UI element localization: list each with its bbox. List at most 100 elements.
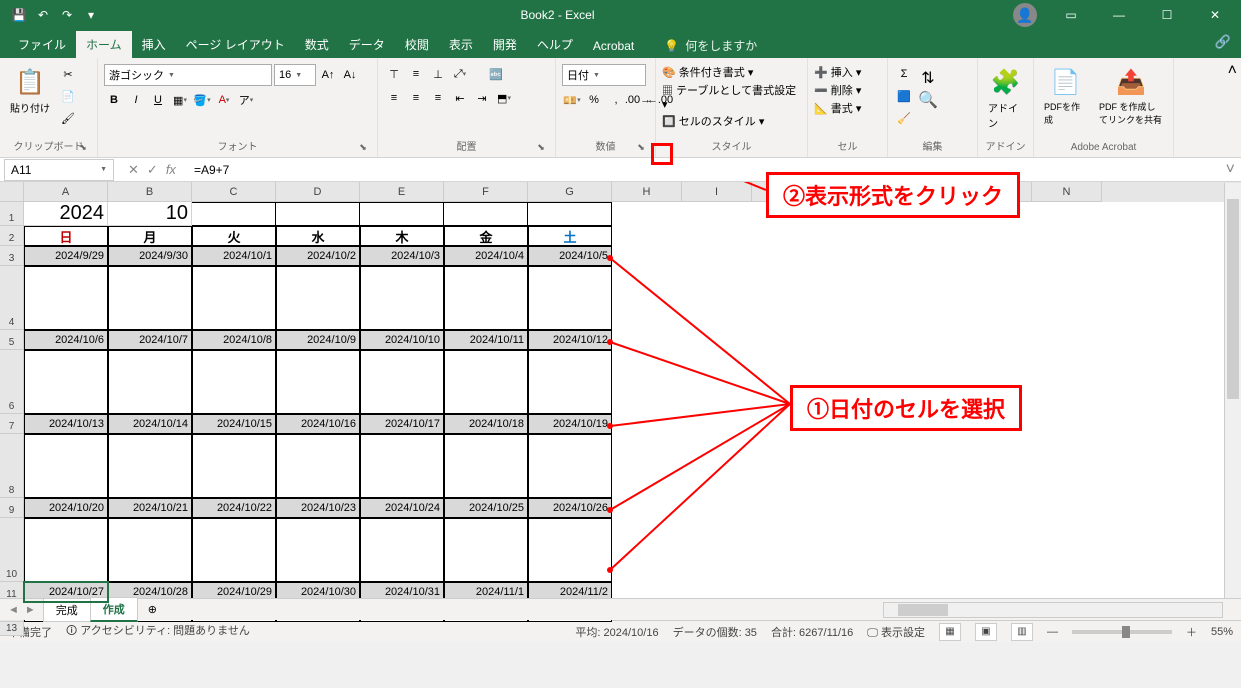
pdf-share-button[interactable]: 📤PDF を作成してリンクを共有 (1095, 64, 1167, 128)
indent-inc-icon[interactable]: ⇥ (472, 88, 492, 108)
font-size-combo[interactable]: 16▼ (274, 64, 316, 86)
cell-C4[interactable] (192, 266, 276, 330)
cell-D2[interactable]: 水 (276, 226, 360, 246)
clear-icon[interactable]: 🧹 (894, 108, 914, 128)
cell-A9[interactable]: 2024/10/20 (24, 498, 108, 518)
pdf-create-button[interactable]: 📄PDFを作成 (1040, 64, 1091, 128)
cell-E5[interactable]: 2024/10/10 (360, 330, 444, 350)
row-head-9[interactable]: 9 (0, 498, 24, 518)
merge-icon[interactable]: ⬒▾ (494, 88, 514, 108)
format-painter-icon[interactable]: 🖌 (58, 108, 78, 128)
number-launcher-icon[interactable]: ⬊ (635, 141, 647, 153)
ribbon-options-icon[interactable]: ▭ (1049, 0, 1093, 30)
bold-button[interactable]: B (104, 90, 124, 110)
row-head-8[interactable]: 8 (0, 434, 24, 498)
share-button[interactable]: 🔗 (1215, 34, 1231, 50)
sheet-tab-done[interactable]: 完成 (43, 598, 91, 622)
cell-B3[interactable]: 2024/9/30 (108, 246, 192, 266)
cell-D7[interactable]: 2024/10/16 (276, 414, 360, 434)
cell-D4[interactable] (276, 266, 360, 330)
close-icon[interactable]: ✕ (1193, 0, 1237, 30)
cell-B1[interactable]: 10 (108, 202, 192, 226)
tell-me[interactable]: 💡何をしますか (656, 33, 765, 58)
cell-A2[interactable]: 日 (24, 226, 108, 246)
orientation-icon[interactable]: ⤢▾ (450, 64, 470, 84)
cell-G2[interactable]: 土 (528, 226, 612, 246)
cell-B9[interactable]: 2024/10/21 (108, 498, 192, 518)
autosum-icon[interactable]: Σ (894, 64, 914, 84)
select-all-corner[interactable] (0, 182, 24, 202)
cell-D8[interactable] (276, 434, 360, 498)
cell-A1[interactable]: 2024 (24, 202, 108, 226)
inc-decimal-icon[interactable]: .00→ (628, 90, 648, 110)
cell-D6[interactable] (276, 350, 360, 414)
cell-F8[interactable] (444, 434, 528, 498)
percent-icon[interactable]: % (584, 90, 604, 110)
wrap-text-icon[interactable]: 🔤 (486, 64, 506, 84)
cell-G3[interactable]: 2024/10/5 (528, 246, 612, 266)
cell-D5[interactable]: 2024/10/9 (276, 330, 360, 350)
cell-C7[interactable]: 2024/10/15 (192, 414, 276, 434)
fill-icon[interactable]: 🟦 (894, 86, 914, 106)
find-select-icon[interactable]: 🔍 (918, 90, 938, 110)
col-head-N[interactable]: N (1032, 182, 1102, 202)
comma-icon[interactable]: , (606, 90, 626, 110)
cell-F2[interactable]: 金 (444, 226, 528, 246)
delete-cells-button[interactable]: ➖ 削除 ▾ (814, 82, 861, 98)
cell-G9[interactable]: 2024/10/26 (528, 498, 612, 518)
cell-D10[interactable] (276, 518, 360, 582)
minimize-icon[interactable]: ― (1097, 0, 1141, 30)
fx-icon[interactable]: fx (166, 162, 176, 178)
cell-C8[interactable] (192, 434, 276, 498)
collapse-ribbon-icon[interactable]: ˄ (1228, 62, 1237, 80)
cell-G10[interactable] (528, 518, 612, 582)
row-head-2[interactable]: 2 (0, 226, 24, 246)
zoom-slider[interactable] (1072, 630, 1172, 634)
font-family-combo[interactable]: 游ゴシック▼ (104, 64, 272, 86)
copy-icon[interactable]: 📄 (58, 86, 78, 106)
border-icon[interactable]: ▦▾ (170, 90, 190, 110)
cell-B2[interactable]: 月 (108, 226, 192, 246)
cell-B6[interactable] (108, 350, 192, 414)
col-head-A[interactable]: A (24, 182, 108, 202)
cell-B7[interactable]: 2024/10/14 (108, 414, 192, 434)
tab-review[interactable]: 校閲 (395, 31, 439, 58)
col-head-I[interactable]: I (682, 182, 752, 202)
cell-C6[interactable] (192, 350, 276, 414)
cut-icon[interactable]: ✂ (58, 64, 78, 84)
phonetic-icon[interactable]: ア▾ (236, 90, 256, 110)
cell-G6[interactable] (528, 350, 612, 414)
align-top-icon[interactable]: ⊤ (384, 64, 404, 84)
cell-E10[interactable] (360, 518, 444, 582)
indent-dec-icon[interactable]: ⇤ (450, 88, 470, 108)
sheet-prev-icon[interactable]: ◄ (8, 604, 19, 616)
row-head-5[interactable]: 5 (0, 330, 24, 350)
cell-F7[interactable]: 2024/10/18 (444, 414, 528, 434)
row-head-6[interactable]: 6 (0, 350, 24, 414)
addin-button[interactable]: 🧩アドイン (984, 64, 1027, 132)
underline-button[interactable]: U (148, 90, 168, 110)
row-head-1[interactable]: 1 (0, 202, 24, 226)
cell-E6[interactable] (360, 350, 444, 414)
col-head-H[interactable]: H (612, 182, 682, 202)
tab-dev[interactable]: 開発 (483, 31, 527, 58)
format-cells-button[interactable]: 📐 書式 ▾ (814, 100, 861, 116)
cell-C9[interactable]: 2024/10/22 (192, 498, 276, 518)
cell-E9[interactable]: 2024/10/24 (360, 498, 444, 518)
cell-D1[interactable] (276, 202, 360, 226)
cell-E8[interactable] (360, 434, 444, 498)
cell-C2[interactable]: 火 (192, 226, 276, 246)
col-head-B[interactable]: B (108, 182, 192, 202)
spreadsheet-grid[interactable]: ABCDEFGHIJKLMN 12345678910111213 202410日… (0, 182, 1241, 598)
cell-G1[interactable] (528, 202, 612, 226)
row-head-7[interactable]: 7 (0, 414, 24, 434)
align-left-icon[interactable]: ≡ (384, 88, 404, 108)
align-center-icon[interactable]: ≡ (406, 88, 426, 108)
name-box[interactable]: A11▼ (4, 159, 114, 181)
tab-file[interactable]: ファイル (8, 31, 76, 58)
grow-font-icon[interactable]: A↑ (318, 65, 338, 85)
row-head-4[interactable]: 4 (0, 266, 24, 330)
cell-A3[interactable]: 2024/9/29 (24, 246, 108, 266)
cell-F9[interactable]: 2024/10/25 (444, 498, 528, 518)
cell-F10[interactable] (444, 518, 528, 582)
